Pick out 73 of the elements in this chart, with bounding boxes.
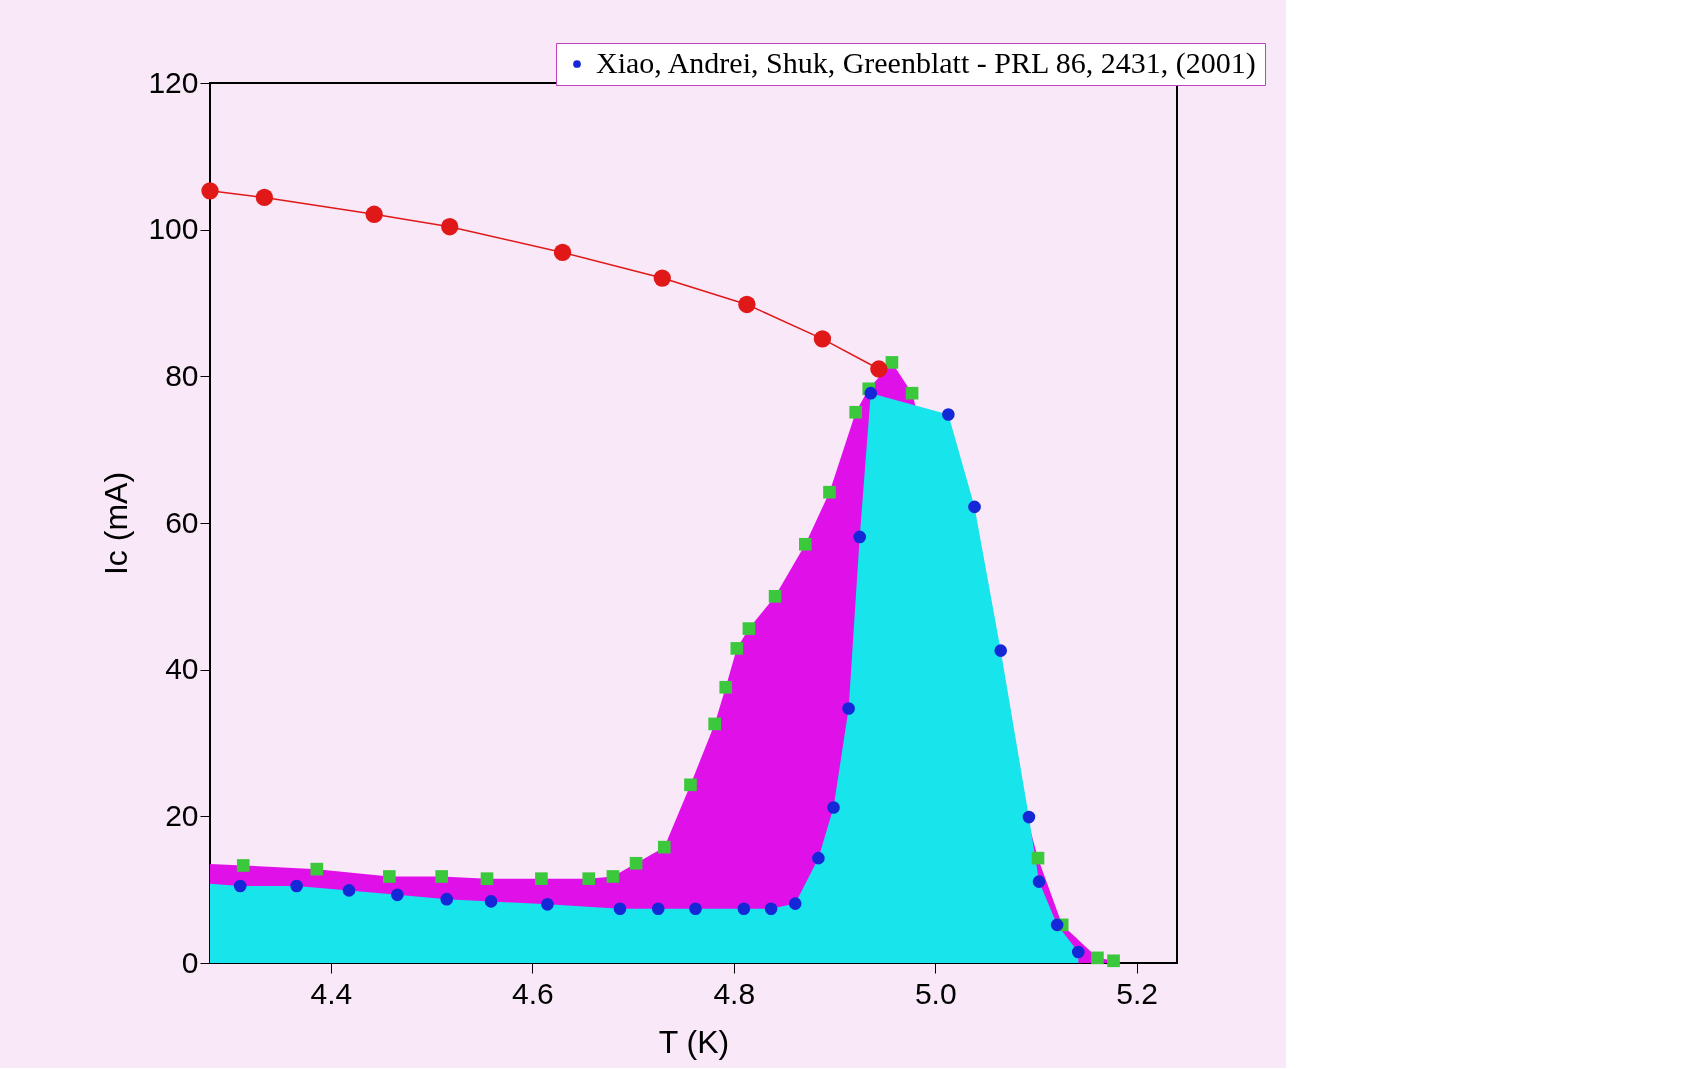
x-tick-label: 4.4 <box>310 976 353 1010</box>
point <box>310 862 324 876</box>
point <box>653 269 671 287</box>
point <box>788 897 802 910</box>
point <box>582 872 596 885</box>
x-tick-label: 5.0 <box>914 976 957 1010</box>
point <box>365 205 383 223</box>
y-tick-label: 120 <box>148 65 199 99</box>
point <box>1050 918 1064 932</box>
point <box>813 330 832 348</box>
point <box>719 680 733 694</box>
y-tick-label: 80 <box>165 358 199 392</box>
point <box>842 702 855 715</box>
point <box>1032 875 1046 888</box>
y-tick-label: 40 <box>165 652 199 686</box>
point <box>738 295 756 314</box>
point <box>1022 810 1036 824</box>
point <box>708 717 721 731</box>
point <box>870 360 888 378</box>
point <box>737 902 751 916</box>
point <box>441 218 459 236</box>
point <box>994 644 1008 657</box>
x-tick-label: 4.6 <box>511 976 554 1010</box>
point <box>255 188 274 207</box>
y-tick-label: 0 <box>181 945 199 979</box>
point <box>942 408 955 421</box>
point <box>651 902 665 916</box>
point <box>905 386 919 400</box>
point <box>730 642 744 655</box>
point <box>684 778 697 792</box>
point <box>768 590 782 603</box>
point <box>606 870 620 883</box>
legend-label: Xiao, Andrei, Shuk, Greenblatt - PRL 86, 2431, (2001) <box>596 46 1256 80</box>
point <box>535 872 548 885</box>
point <box>742 622 756 635</box>
point <box>484 895 498 908</box>
point <box>435 870 448 883</box>
point <box>1071 945 1085 959</box>
y-tick-label: 60 <box>165 505 199 539</box>
x-tick-label: 5.2 <box>1116 976 1159 1010</box>
point <box>440 892 454 906</box>
point <box>812 851 825 865</box>
point <box>342 884 356 897</box>
point <box>290 879 303 893</box>
point <box>849 405 862 419</box>
point <box>382 870 396 883</box>
y-axis-title: Ic (mA) <box>98 471 135 576</box>
x-axis-title: T (K) <box>658 1023 730 1060</box>
point <box>233 879 247 893</box>
point <box>541 898 554 911</box>
point <box>480 872 494 885</box>
point <box>657 840 671 854</box>
point <box>823 485 836 499</box>
point <box>827 801 840 814</box>
point <box>201 182 219 200</box>
point <box>764 902 778 916</box>
point <box>236 859 250 872</box>
point <box>629 856 643 870</box>
point <box>885 356 899 369</box>
point <box>689 902 702 916</box>
x-tick-label: 4.8 <box>713 976 756 1010</box>
point <box>553 243 572 262</box>
point <box>1031 851 1045 865</box>
point <box>1091 951 1104 965</box>
point <box>798 537 812 551</box>
point <box>613 902 627 916</box>
y-tick-label: 20 <box>165 798 199 832</box>
point <box>864 386 878 400</box>
point <box>853 530 867 544</box>
point <box>968 500 981 514</box>
point <box>1107 954 1120 968</box>
point <box>391 888 404 902</box>
y-tick-label: 100 <box>148 212 199 246</box>
